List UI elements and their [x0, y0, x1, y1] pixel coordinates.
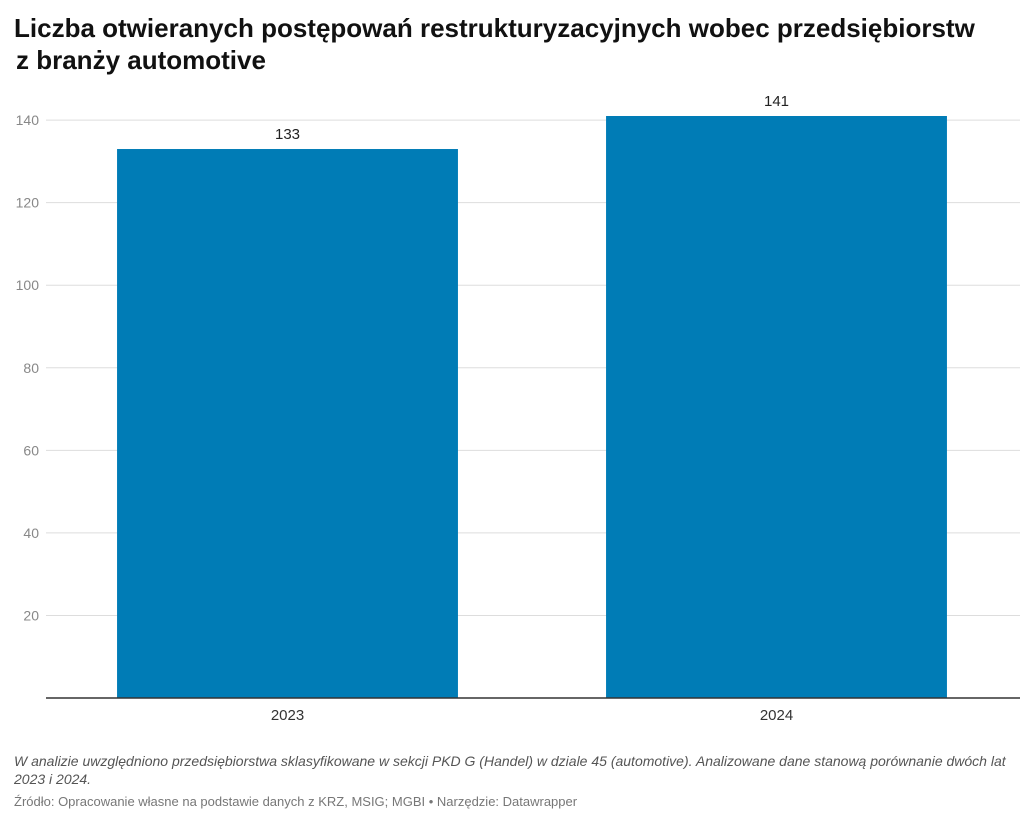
bar-2023 [117, 149, 458, 699]
y-tick-label-20: 20 [23, 607, 39, 623]
y-tick-label-100: 100 [16, 277, 40, 293]
y-tick-label-40: 40 [23, 525, 39, 541]
chart-note: W analizie uwzględniono przedsiębiorstwa… [14, 753, 1006, 787]
y-tick-label-140: 140 [16, 112, 40, 128]
x-axis-category-labels: 2023 2024 [271, 707, 793, 724]
chart-title-line-2: z branży automotive [16, 45, 266, 75]
y-tick-label-60: 60 [23, 442, 39, 458]
chart-source: Źródło: Opracowanie własne na podstawie … [14, 794, 578, 809]
x-category-label-2024: 2024 [760, 707, 793, 724]
data-label-2024: 141 [764, 93, 789, 110]
y-axis-tick-labels: 20 40 60 80 100 120 140 [16, 112, 40, 623]
bars [117, 116, 947, 699]
chart-title: Liczba otwieranych postępowań restruktur… [14, 12, 1014, 76]
data-labels: 133 141 [275, 93, 789, 143]
y-tick-label-120: 120 [16, 195, 40, 211]
x-category-label-2023: 2023 [271, 707, 304, 724]
y-tick-label-80: 80 [23, 360, 39, 376]
bar-chart: 20 40 60 80 100 120 140 133 141 2023 2024 [16, 93, 1020, 724]
chart-title-line-1: Liczba otwieranych postępowań restruktur… [14, 13, 975, 43]
data-label-2023: 133 [275, 126, 300, 143]
bar-2024 [606, 116, 947, 698]
